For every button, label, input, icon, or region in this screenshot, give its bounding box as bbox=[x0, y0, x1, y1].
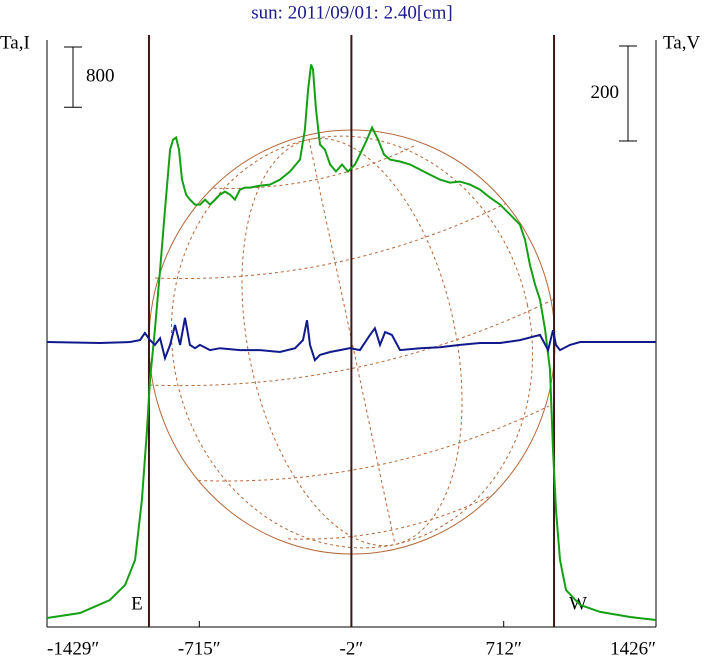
parallel bbox=[288, 495, 491, 540]
parallel bbox=[149, 298, 555, 387]
x-tick-label: -1429″ bbox=[47, 638, 99, 659]
chart-title: sun: 2011/09/01: 2.40[cm] bbox=[251, 2, 452, 23]
parallel bbox=[155, 203, 507, 279]
y-axis-label: Ta,I bbox=[0, 32, 30, 53]
parallel bbox=[198, 405, 550, 482]
x-tick-label: 1426″ bbox=[610, 638, 656, 659]
meridian bbox=[170, 135, 534, 549]
series-line bbox=[46, 317, 656, 362]
x-tick-label: -2″ bbox=[340, 638, 364, 659]
series-line bbox=[46, 64, 657, 621]
parallel bbox=[213, 144, 417, 189]
y2-axis-label: Ta,V bbox=[663, 32, 700, 53]
scale-label: 800 bbox=[86, 65, 115, 86]
x-tick-label: -715″ bbox=[178, 638, 221, 659]
scale-label: 200 bbox=[591, 82, 620, 103]
limb-label: E bbox=[131, 593, 143, 614]
x-tick-label: 712″ bbox=[485, 638, 521, 659]
